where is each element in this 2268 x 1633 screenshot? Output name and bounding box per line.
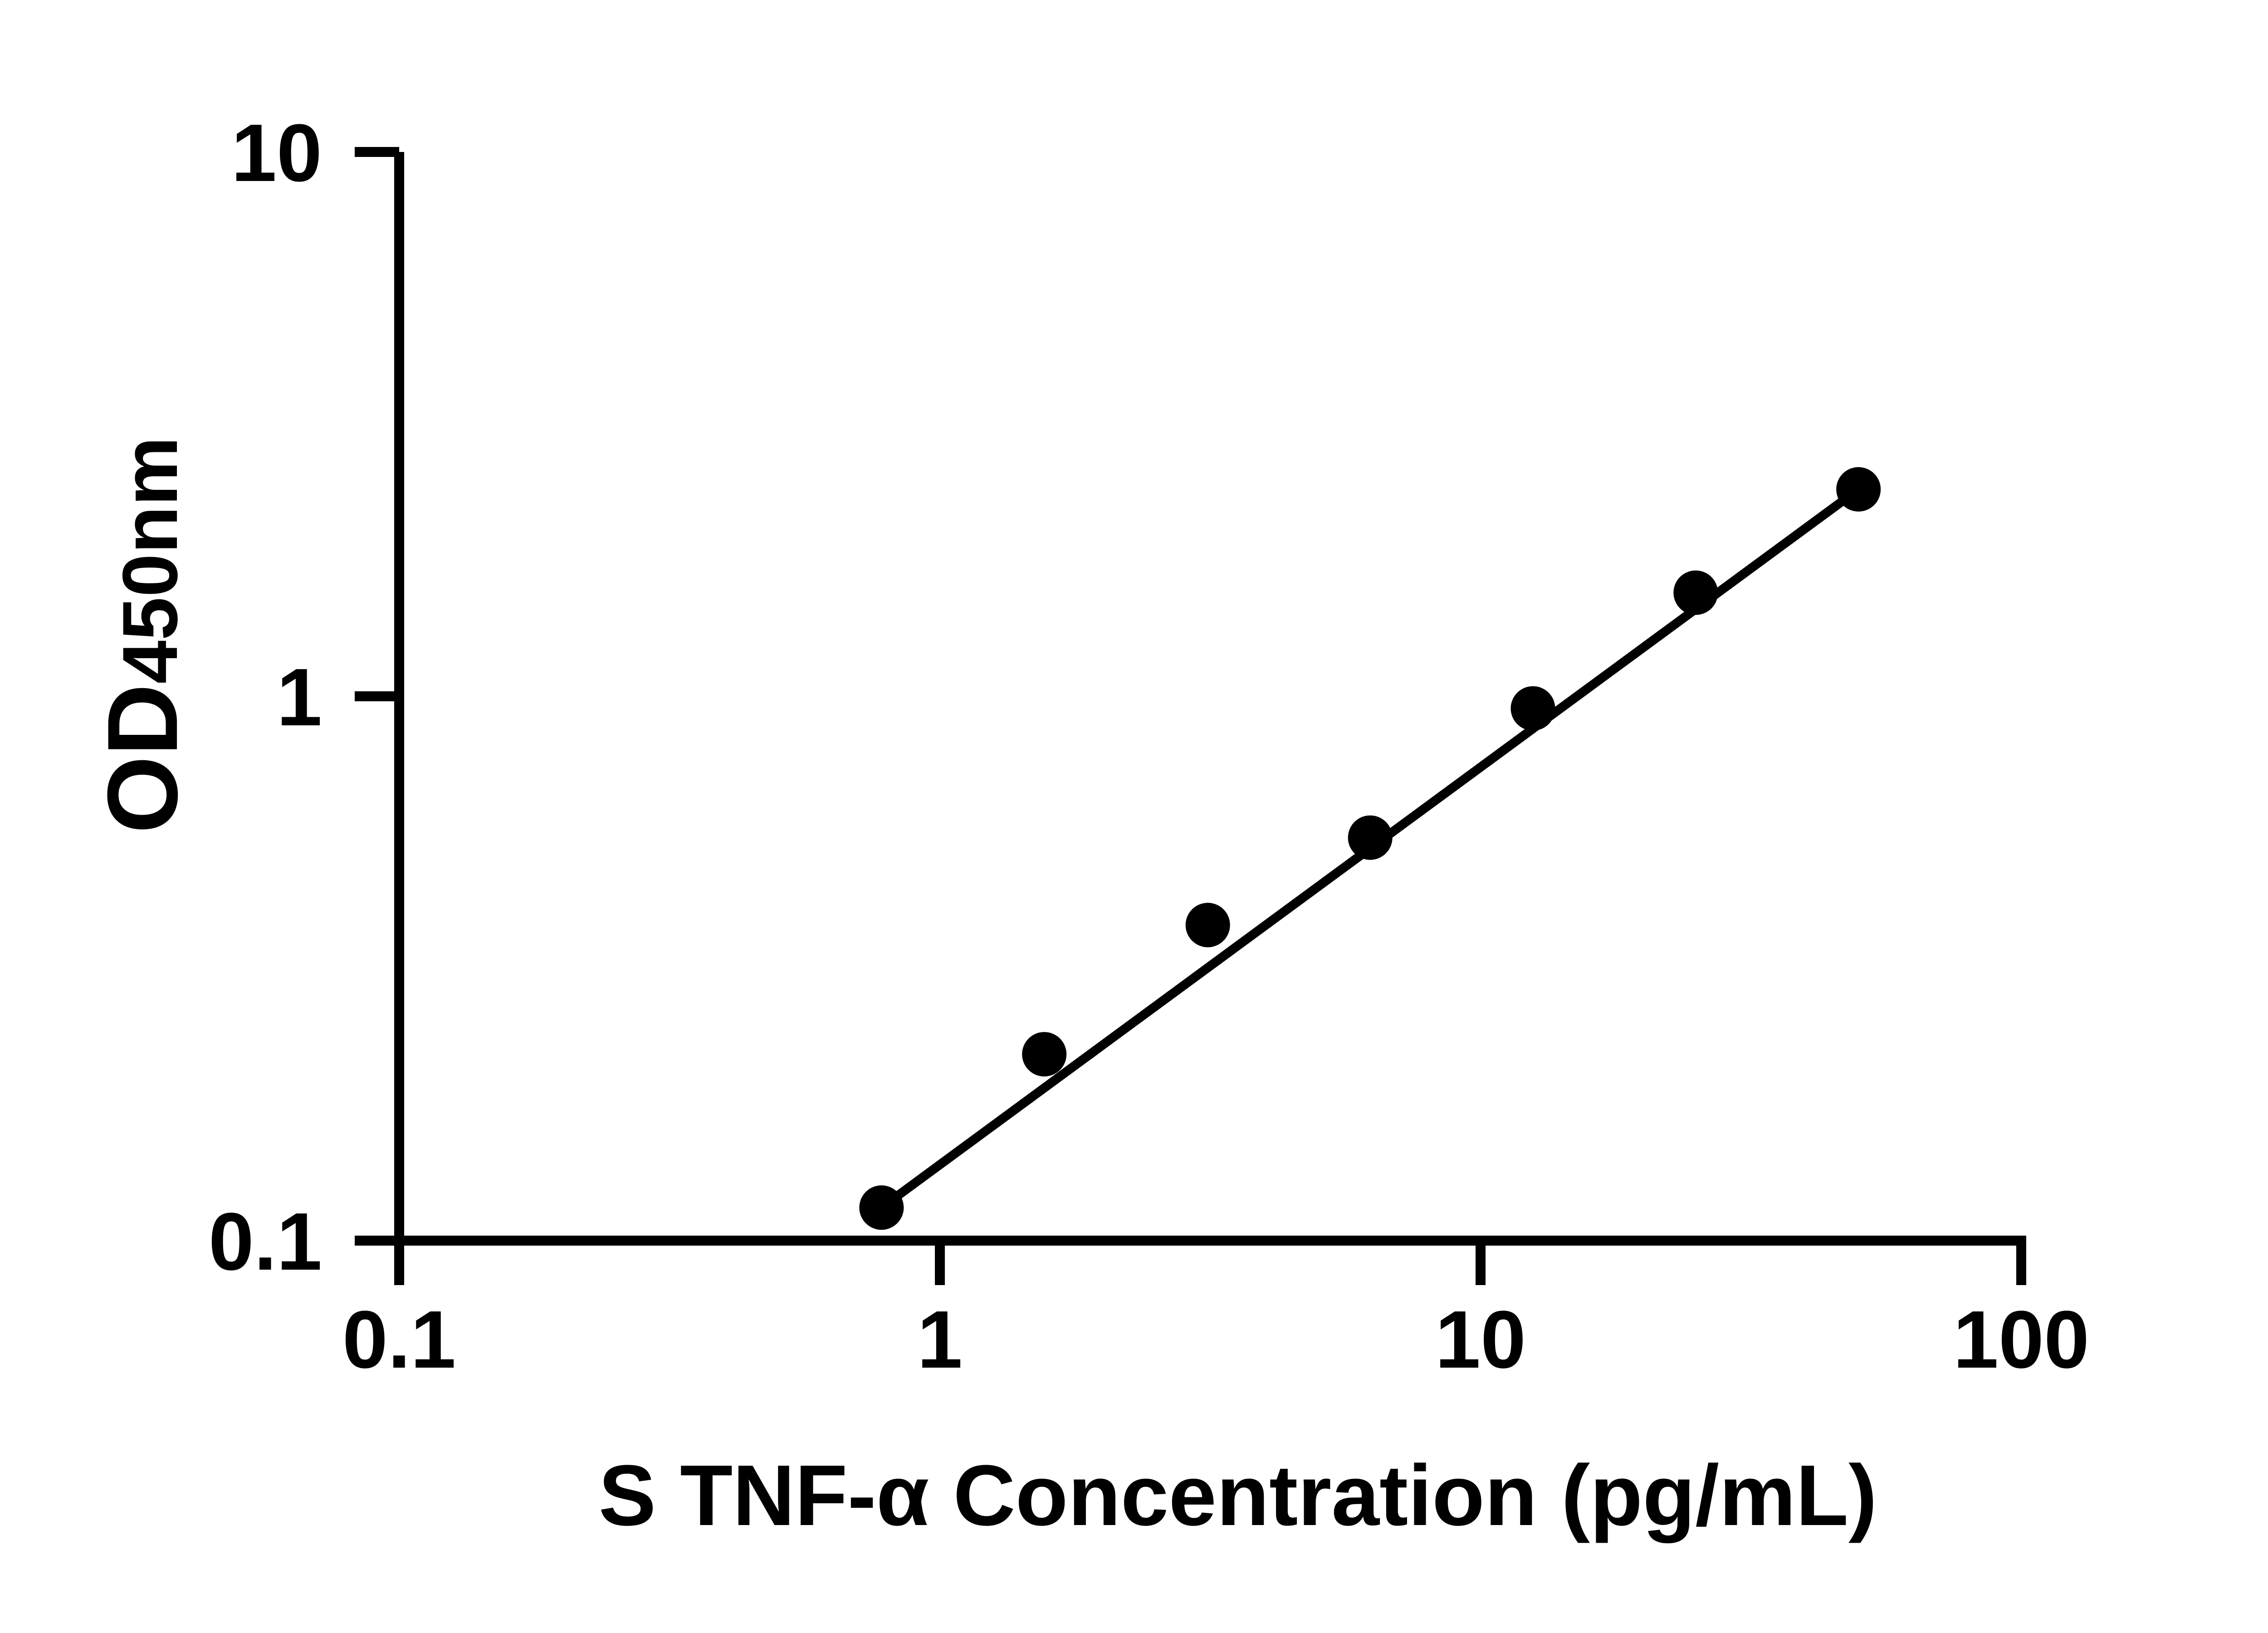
data-point	[1510, 686, 1555, 731]
data-point	[1185, 903, 1230, 948]
y-tick-label: 10	[231, 108, 322, 199]
axes-group	[394, 152, 2026, 1246]
x-tick-label: 1	[917, 1294, 963, 1385]
y-axis-title-subscript: 450nm	[107, 437, 194, 684]
y-tick-label: 1	[277, 652, 322, 743]
data-point	[1673, 570, 1718, 615]
data-point	[1348, 815, 1393, 860]
data-point	[1836, 467, 1881, 512]
y-tick-label: 0.1	[209, 1196, 322, 1287]
data-point	[1022, 1032, 1067, 1077]
x-tick-label: 10	[1435, 1294, 1526, 1385]
y-axis-title: OD450nm	[87, 437, 198, 834]
ticks-group	[355, 147, 2026, 1285]
y-axis-title-main: OD	[87, 684, 198, 833]
data-point	[859, 1185, 904, 1230]
x-tick-label: 0.1	[342, 1294, 456, 1385]
x-tick-label: 100	[1953, 1294, 2089, 1385]
tick-labels-group: 0.1 1 10 100 0.1 1 10	[209, 108, 2089, 1385]
x-axis-title: S TNF-α Concentration (pg/mL)	[599, 1447, 1877, 1544]
series-group	[859, 467, 1881, 1230]
